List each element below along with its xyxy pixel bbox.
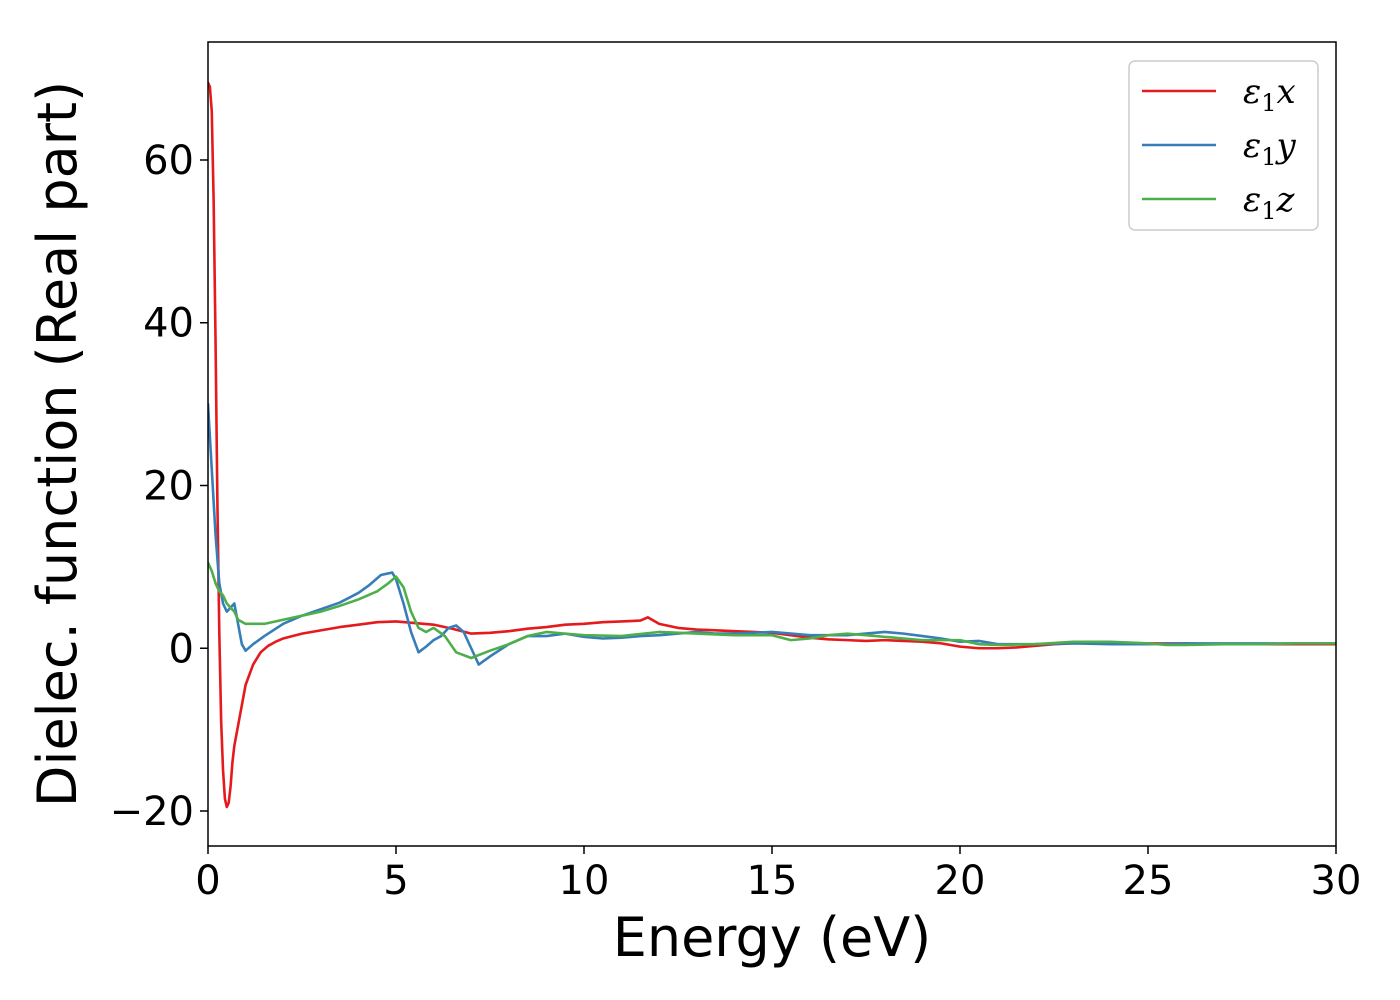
x-tick-label: 30: [1311, 858, 1362, 904]
x-tick-label: 5: [383, 858, 408, 904]
x-tick-label: 15: [747, 858, 798, 904]
x-tick-label: 25: [1123, 858, 1174, 904]
legend-label-z: ε1z: [1243, 180, 1296, 225]
x-axis-label: Energy (eV): [613, 906, 932, 969]
y-axis: −20 0 20 40 60: [110, 138, 208, 835]
plot-area: [208, 81, 1336, 809]
legend-label-y: ε1y: [1243, 126, 1297, 171]
y-axis-label: Dielec. function (Real part): [26, 81, 89, 807]
series-layer: [208, 81, 1336, 809]
legend-label-x: ε1x: [1243, 72, 1296, 117]
legend: ε1x ε1y ε1z: [1128, 60, 1319, 231]
y-tick-label: 0: [169, 626, 194, 672]
x-tick-label: 10: [559, 858, 610, 904]
y-tick-label: −20: [110, 789, 194, 835]
y-tick-label: 60: [143, 138, 194, 184]
series-line-x: [208, 81, 1336, 809]
x-tick-label: 0: [195, 858, 220, 904]
y-tick-label: 40: [143, 301, 194, 347]
series-line-z: [208, 561, 1336, 660]
legend-box: [1128, 60, 1319, 231]
y-tick-label: 20: [143, 464, 194, 510]
x-axis: 0 5 10 15 20 25 30: [195, 846, 1361, 904]
x-tick-label: 20: [935, 858, 986, 904]
